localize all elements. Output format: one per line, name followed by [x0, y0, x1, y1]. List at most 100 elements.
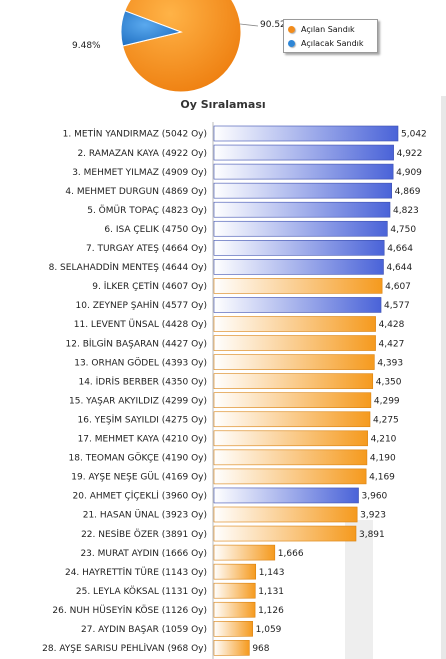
value-label: 4,664 [387, 244, 413, 254]
category-label: 14. İDRİS BERBER (4350 Oy) [78, 376, 207, 387]
value-label: 4,275 [373, 415, 399, 425]
category-label: 17. MEHMET KAYA (4210 Oy) [78, 435, 207, 445]
value-label: 4,823 [393, 206, 419, 216]
plot-scroll-edge [441, 96, 446, 659]
bar[interactable] [213, 506, 358, 523]
pie-slice-acilacak[interactable] [120, 10, 183, 47]
category-label: 13. ORHAN GÖDEL (4393 Oy) [74, 357, 207, 368]
bar[interactable] [213, 468, 367, 485]
value-label: 4,190 [370, 454, 396, 464]
value-label: 4,427 [379, 339, 405, 349]
bar[interactable] [213, 354, 375, 370]
value-label: 4,393 [377, 358, 403, 368]
bar[interactable] [213, 544, 276, 561]
bar[interactable] [213, 525, 357, 542]
value-label: 5,042 [401, 130, 427, 140]
bar[interactable] [213, 240, 385, 256]
legend-item-acilacak[interactable]: Açılacak Sandık [288, 37, 364, 49]
value-label: 1,059 [256, 625, 282, 635]
bar[interactable] [213, 182, 392, 199]
category-label: 4. MEHMET DURGUN (4869 Oy) [65, 187, 207, 197]
category-label: 28. AYŞE SARISU PEHLİVAN (968 Oy) [42, 643, 207, 654]
category-label: 1. METİN YANDIRMAZ (5042 Oy) [63, 129, 207, 140]
legend-swatch-blue [288, 39, 295, 47]
bar[interactable] [213, 620, 253, 637]
legend-item-acilan[interactable]: Açılan Sandık [288, 23, 355, 35]
bar[interactable] [213, 335, 376, 351]
category-label: 25. LEYLA KÖKSAL (1131 Oy) [76, 586, 207, 597]
value-label: 4,577 [384, 301, 410, 311]
value-label: 4,869 [395, 187, 421, 197]
value-label: 4,299 [374, 396, 400, 406]
value-label: 4,607 [385, 282, 411, 292]
category-label: 19. AYŞE NEŞE GÜL (4169 Oy) [71, 472, 207, 483]
pie-chart: 90.52 9.48% Açılan Sandık Açılacak Sandı… [0, 0, 446, 93]
pie-svg [120, 0, 259, 93]
category-label: 16. YEŞİM SAYILDI (4275 Oy) [78, 414, 208, 425]
category-label: 21. HASAN ÜNAL (3923 Oy) [83, 510, 207, 521]
value-label: 4,169 [369, 473, 395, 483]
category-label: 18. TEOMAN GÖKÇE (4190 Oy) [69, 453, 207, 464]
bar[interactable] [213, 125, 399, 142]
pie-label-acilacak: 9.48% [72, 41, 101, 51]
value-label: 1,131 [258, 587, 284, 597]
bar[interactable] [213, 563, 257, 580]
bar[interactable] [213, 201, 391, 218]
category-label: 6. ISA ÇELIK (4750 Oy) [104, 225, 207, 235]
category-label: 5. ÖMÜR TOPAÇ (4823 Oy) [87, 205, 207, 216]
category-label: 9. İLKER ÇETİN (4607 Oy) [92, 281, 207, 292]
plot-band [345, 520, 373, 659]
bar[interactable] [213, 601, 256, 618]
category-label: 7. TURGAY ATEŞ (4664 Oy) [86, 244, 207, 254]
category-label: 8. SELAHADDİN MENTEŞ (4644 Oy) [49, 262, 207, 273]
category-label: 27. AYDIN BAŞAR (1059 Oy) [81, 625, 207, 635]
bar[interactable] [213, 297, 382, 313]
value-label: 4,922 [397, 149, 423, 159]
pie-label-acilan: 90.52 [260, 20, 286, 30]
value-label: 4,210 [371, 435, 397, 445]
bar[interactable] [213, 582, 256, 599]
pie-leader-line [239, 23, 259, 27]
category-label: 2. RAMAZAN KAYA (4922 Oy) [77, 149, 207, 159]
bar[interactable] [213, 430, 368, 447]
value-label: 1,666 [278, 549, 304, 559]
bar[interactable] [213, 220, 388, 237]
legend-label-acilacak: Açılacak Sandık [301, 38, 364, 48]
category-label: 11. LEVENT ÜNSAL (4428 Oy) [74, 319, 207, 330]
value-label: 4,350 [376, 377, 402, 387]
pie-legend: Açılan Sandık Açılacak Sandık [283, 19, 378, 53]
legend-swatch-orange [288, 25, 295, 33]
category-label: 3. MEHMET YILMAZ (4909 Oy) [72, 168, 207, 178]
bar[interactable] [213, 278, 383, 294]
bar[interactable] [213, 163, 394, 180]
pie-slice-acilan[interactable] [122, 0, 242, 93]
category-label: 23. MURAT AYDIN (1666 Oy) [80, 549, 207, 559]
value-label: 3,960 [362, 492, 388, 502]
value-label: 4,750 [390, 225, 416, 235]
category-label: 24. HAYRETTİN TÜRE (1143 Oy) [65, 567, 207, 578]
category-label: 26. NUH HÜSEYİN KÖSE (1126 Oy) [52, 605, 207, 616]
value-label: 4,644 [386, 263, 412, 273]
value-label: 1,143 [259, 568, 285, 578]
bar[interactable] [213, 449, 368, 466]
bar[interactable] [213, 373, 374, 389]
value-label: 3,891 [359, 530, 385, 540]
category-label: 15. YAŞAR AKYILDIZ (4299 Oy) [69, 396, 207, 406]
bar[interactable] [213, 487, 359, 504]
bar[interactable] [213, 411, 371, 428]
bar[interactable] [213, 640, 250, 656]
legend-label-acilan: Açılan Sandık [301, 24, 355, 34]
category-label: 22. NESİBE ÖZER (3891 Oy) [81, 529, 207, 540]
bar[interactable] [213, 316, 376, 332]
value-label: 3,923 [360, 511, 386, 521]
value-label: 4,428 [379, 320, 405, 330]
bar[interactable] [213, 392, 372, 409]
value-label: 968 [252, 644, 269, 654]
value-label: 1,126 [258, 606, 284, 616]
bar[interactable] [213, 259, 384, 275]
value-label: 4,909 [396, 168, 422, 178]
bar[interactable] [213, 144, 394, 161]
chart-title: Oy Sıralaması [180, 98, 266, 111]
category-label: 12. BİLGİN BAŞARAN (4427 Oy) [66, 338, 207, 349]
